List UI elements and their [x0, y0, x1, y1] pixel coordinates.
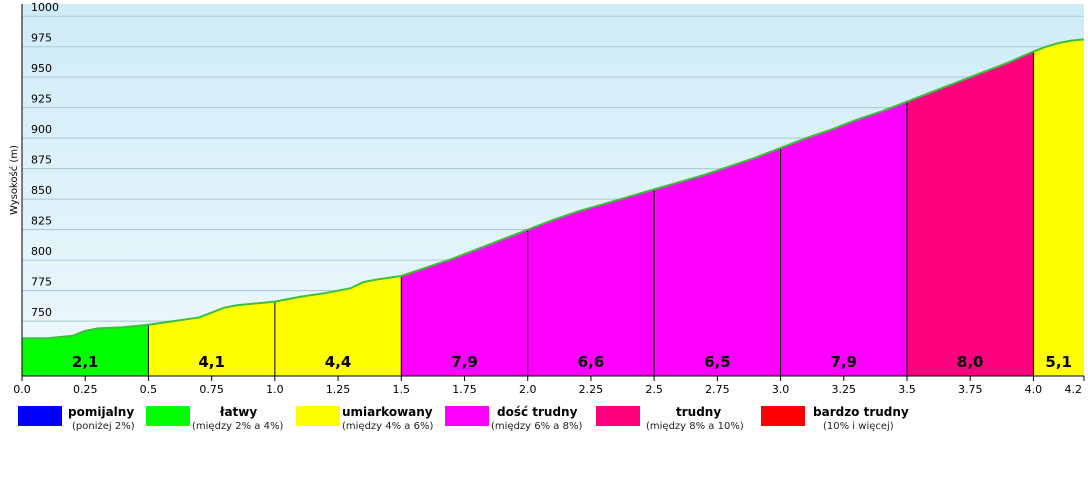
- x-tick-label: 4.0: [1025, 383, 1043, 396]
- gradient-segment-area: [780, 101, 907, 377]
- x-tick-label: 2.0: [519, 383, 537, 396]
- segment-gradient-label: 6,6: [578, 353, 605, 371]
- x-tick-label: 2.25: [579, 383, 604, 396]
- x-tick-label: 3.25: [832, 383, 857, 396]
- legend-range: (między 2% a 4%): [192, 421, 284, 432]
- elevation-profile-line: [22, 38, 1085, 340]
- gradient-segment-area: [654, 147, 781, 376]
- x-tick-label: 0.5: [140, 383, 158, 396]
- x-tick-label: 0.25: [73, 383, 98, 396]
- segment-gradient-label: 7,9: [830, 353, 857, 371]
- y-tick-label: 875: [31, 154, 52, 167]
- y-tick-label: 800: [31, 245, 52, 258]
- x-tick-label: 3.75: [958, 383, 983, 396]
- legend-range: (między 4% a 6%): [342, 421, 434, 432]
- segment-gradient-label: 4,4: [325, 353, 352, 371]
- gradient-segment-area: [1033, 39, 1084, 377]
- legend-swatch: [146, 406, 190, 426]
- x-tick-label: 4.2: [1065, 383, 1083, 396]
- y-tick-label: 900: [31, 123, 52, 136]
- x-tick-label: 1.0: [266, 383, 284, 396]
- legend-label: trudny: [676, 405, 722, 419]
- y-tick-label: 975: [31, 32, 52, 45]
- legend-swatch: [445, 406, 489, 426]
- legend-swatch: [596, 406, 640, 426]
- gradient-segment-area: [907, 51, 1034, 377]
- legend-label: dość trudny: [497, 405, 578, 419]
- segment-gradient-label: 4,1: [198, 353, 225, 371]
- gradient-legend: pomijalny (poniżej 2%) łatwy (między 2% …: [0, 404, 1088, 444]
- y-tick-label: 1000: [31, 1, 59, 14]
- y-axis-title: Wysokość (m): [8, 145, 20, 215]
- segment-gradient-label: 7,9: [451, 353, 478, 371]
- legend-label: łatwy: [220, 405, 258, 419]
- x-tick-label: 1.25: [326, 383, 351, 396]
- y-tick-label: 950: [31, 62, 52, 75]
- y-tick-label: 925: [31, 93, 52, 106]
- segment-gradient-label: 6,5: [704, 353, 731, 371]
- legend-label: umiarkowany: [342, 405, 433, 419]
- legend-label: bardzo trudny: [813, 405, 909, 419]
- x-tick-label: 1.75: [452, 383, 477, 396]
- y-tick-label: 750: [31, 306, 52, 319]
- gradient-segment-area: [527, 189, 655, 376]
- legend-swatch: [296, 406, 340, 426]
- legend-range: (między 8% a 10%): [646, 421, 744, 432]
- legend-label: pomijalny: [68, 405, 135, 419]
- y-tick-label: 850: [31, 184, 52, 197]
- legend-range: (poniżej 2%): [72, 421, 135, 432]
- x-tick-label: 0.75: [199, 383, 224, 396]
- y-tick-label: 775: [31, 276, 52, 289]
- segment-gradient-label: 8,0: [957, 353, 984, 371]
- x-tick-label: 2.5: [645, 383, 663, 396]
- x-tick-label: 2.75: [705, 383, 730, 396]
- segment-gradient-label: 5,1: [1045, 353, 1072, 371]
- gradient-segment-area: [274, 275, 402, 376]
- x-tick-label: 1.5: [393, 383, 411, 396]
- legend-swatch: [18, 406, 62, 426]
- y-tick-label: 825: [31, 215, 52, 228]
- x-tick-label: 0.0: [13, 383, 31, 396]
- x-tick-label: 3.0: [772, 383, 790, 396]
- x-tick-label: 3.5: [898, 383, 916, 396]
- legend-swatch: [761, 406, 805, 426]
- legend-range: (między 6% a 8%): [491, 421, 583, 432]
- elevation-profile-chart: 72575077580082585087590092595097510002,1…: [8, 1, 1085, 396]
- legend-range: (10% i więcej): [823, 421, 894, 432]
- segment-gradient-label: 2,1: [72, 353, 99, 371]
